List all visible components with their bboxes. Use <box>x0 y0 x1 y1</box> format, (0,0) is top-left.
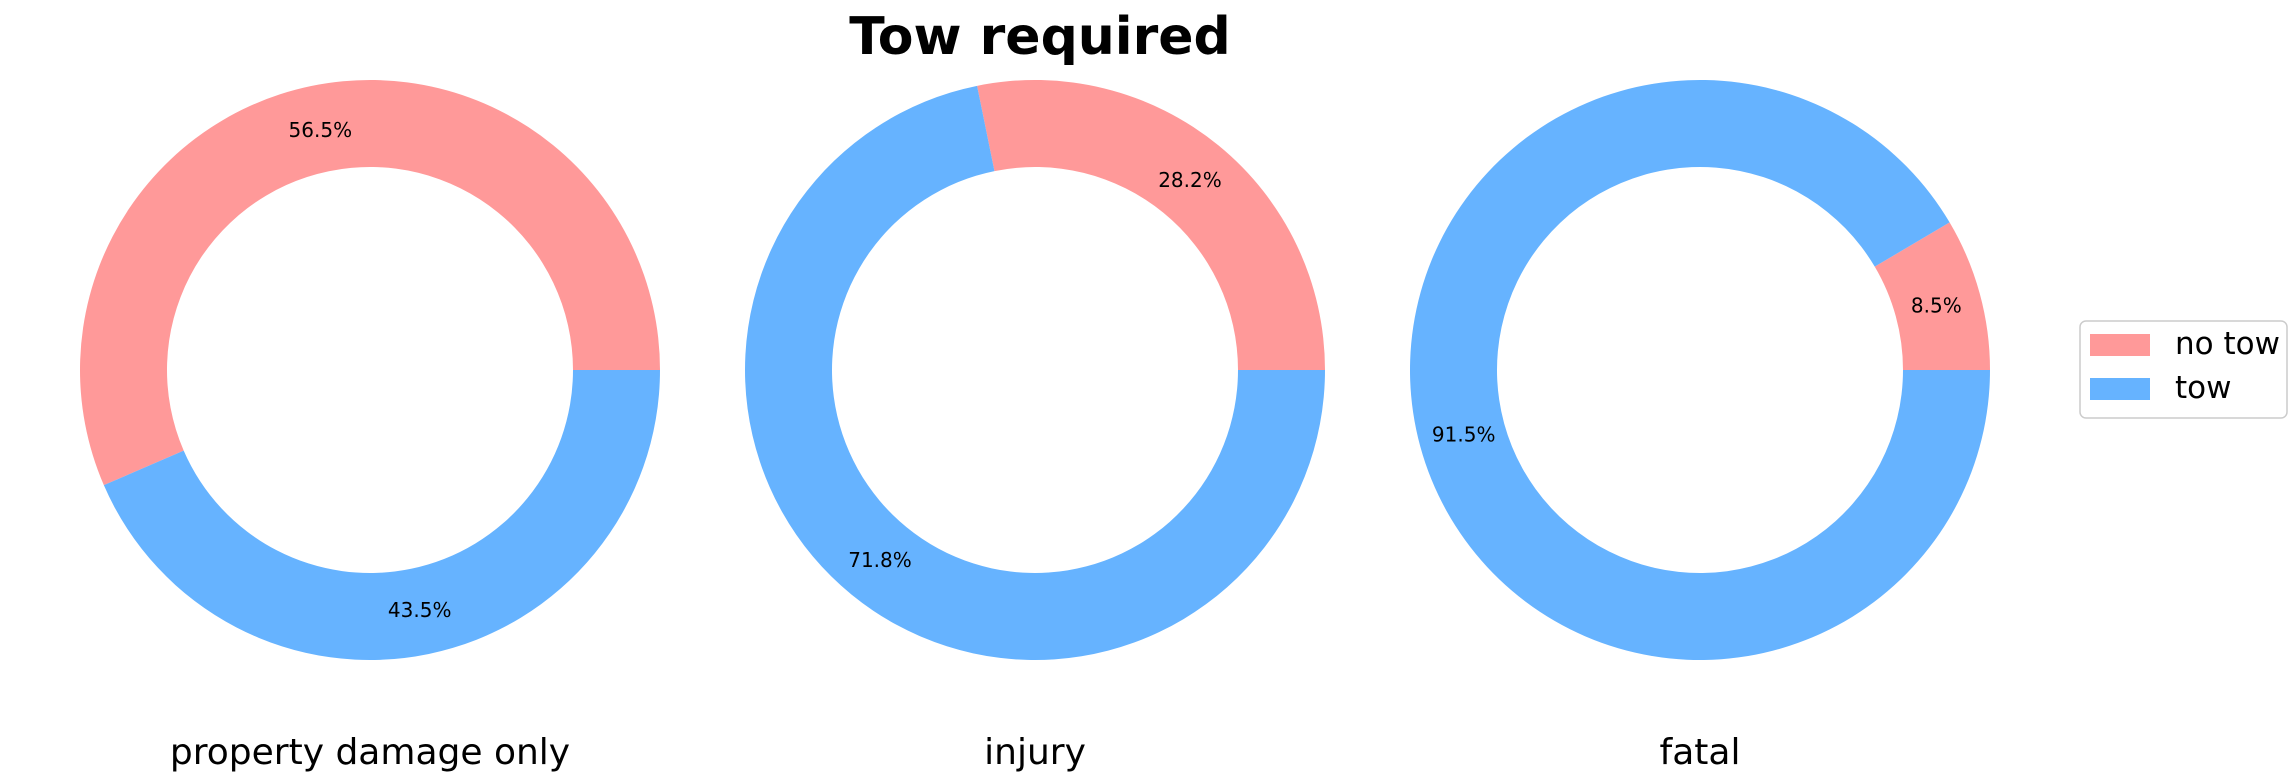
slice-percent-label: 71.8% <box>848 548 912 572</box>
slice-percent-label: 28.2% <box>1158 168 1222 192</box>
legend-swatch-no-tow <box>2090 334 2150 356</box>
slice-percent-label: 56.5% <box>289 118 353 142</box>
donut-category-label: fatal <box>1660 732 1741 773</box>
slice-percent-label: 91.5% <box>1432 423 1496 447</box>
slice-percent-label: 43.5% <box>388 598 452 622</box>
donut-category-label: injury <box>984 732 1086 773</box>
donut-slice-no-tow <box>1874 222 1990 370</box>
slice-percent-label: 8.5% <box>1911 293 1962 317</box>
donut-slice-tow <box>1410 79 1990 661</box>
donut-slice-tow <box>744 85 1325 660</box>
donut-category-label: property damage only <box>170 732 570 773</box>
chart-title: Tow required <box>849 7 1231 67</box>
donut-slice-no-tow <box>977 80 1325 370</box>
donut-slice-no-tow <box>79 79 660 486</box>
legend-label: tow <box>2175 370 2231 406</box>
donut-charts: 56.5% 43.5% property damage only 28.2% 71.8%… <box>79 79 1990 773</box>
legend-swatch-tow <box>2090 378 2150 400</box>
legend-label: no tow <box>2175 326 2280 362</box>
donut-slice-tow <box>103 370 661 660</box>
legend: no tow tow <box>2079 320 2288 419</box>
